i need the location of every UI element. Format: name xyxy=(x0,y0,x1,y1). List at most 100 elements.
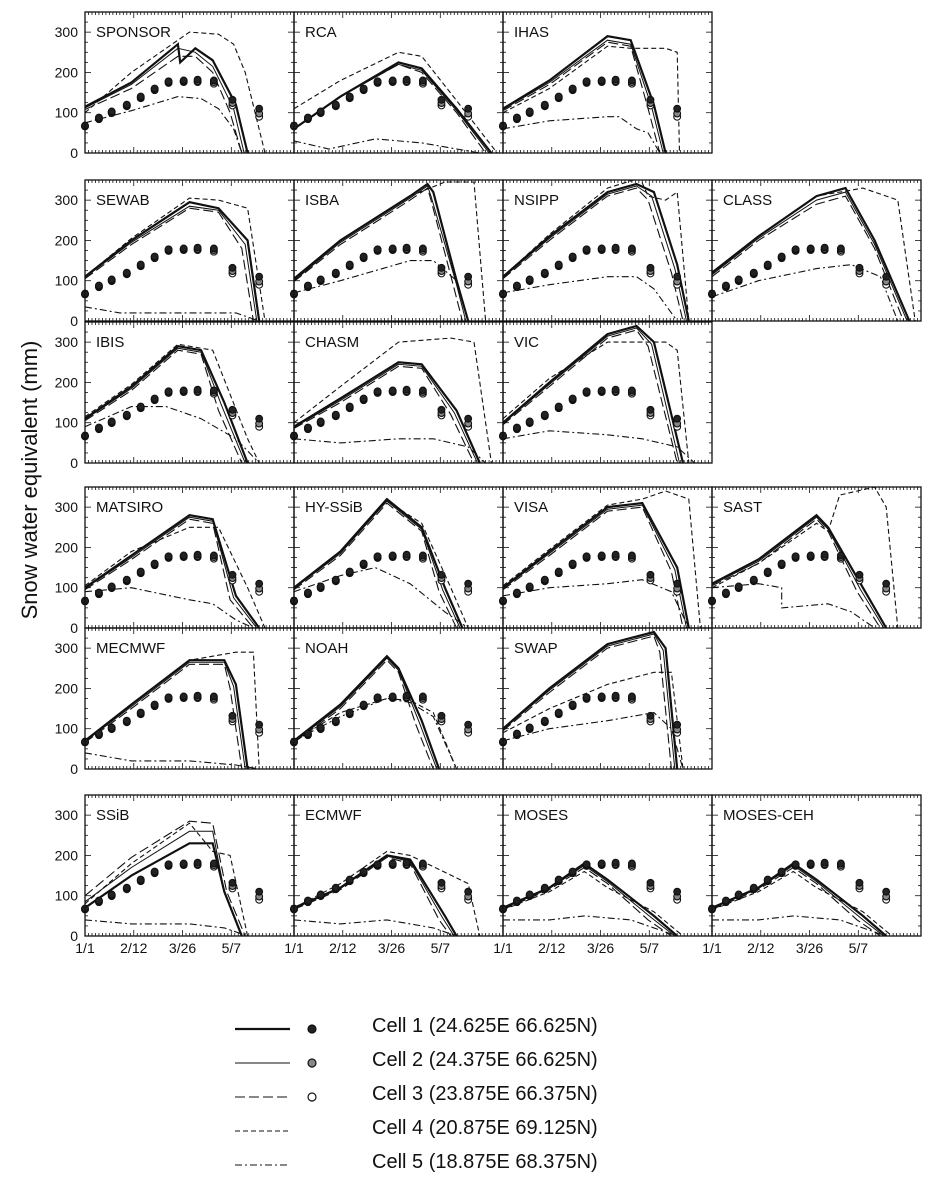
obs-point-cell1 xyxy=(791,245,800,254)
obs-point-cell1 xyxy=(646,263,655,272)
legend-swatch xyxy=(235,1024,317,1034)
series-line-cell1 xyxy=(294,654,441,769)
obs-point-cell1 xyxy=(597,551,606,560)
obs-point-cell1 xyxy=(540,410,549,419)
legend-label: Cell 4 (20.875E 69.125N) xyxy=(372,1117,598,1139)
obs-point-cell1 xyxy=(209,386,218,395)
series-line-cell4 xyxy=(294,337,492,463)
series-line-cell1 xyxy=(503,501,690,628)
y-tick-label: 200 xyxy=(55,847,79,863)
series-line-cell1 xyxy=(712,513,888,628)
panel-lines xyxy=(503,180,690,321)
x-tick-label: 1/1 xyxy=(284,940,304,956)
series-line-cell5 xyxy=(85,752,260,769)
obs-point-cell1 xyxy=(209,551,218,560)
obs-point-cell1 xyxy=(721,588,730,597)
y-tick-label: 200 xyxy=(55,232,79,248)
obs-point-cell1 xyxy=(611,550,620,559)
panel-lines xyxy=(503,490,701,628)
series-line-cell1 xyxy=(503,630,679,769)
y-tick-label: 100 xyxy=(55,105,79,121)
panel-title: VIC xyxy=(514,334,539,351)
x-tick-label: 3/26 xyxy=(378,940,405,956)
series-line-cell1 xyxy=(85,659,249,769)
series-line-cell3 xyxy=(85,663,243,769)
obs-point-cell1 xyxy=(164,693,173,702)
panel-observations xyxy=(708,550,891,606)
obs-point-cell1 xyxy=(554,92,563,101)
obs-point-cell1 xyxy=(568,867,577,876)
obs-point-cell1 xyxy=(646,570,655,579)
obs-point-cell1 xyxy=(855,263,864,272)
obs-point-cell1 xyxy=(627,692,636,701)
obs-point-cell1 xyxy=(94,729,103,738)
obs-point-cell1 xyxy=(437,878,446,887)
obs-point-cell1 xyxy=(373,693,382,702)
obs-point-cell1 xyxy=(122,716,131,725)
obs-point-cell1 xyxy=(228,711,237,720)
panel-lines xyxy=(85,31,266,153)
obs-point-cell1 xyxy=(597,386,606,395)
series-line-cell2 xyxy=(294,855,455,936)
legend-item-cell1: Cell 1 (24.625E 66.625N) xyxy=(230,1012,690,1046)
legend-label: Cell 3 (23.875E 66.375N) xyxy=(372,1083,598,1105)
series-line-cell5 xyxy=(503,116,661,153)
obs-point-cell1 xyxy=(331,268,340,277)
obs-point-cell1 xyxy=(345,92,354,101)
obs-point-cell1 xyxy=(373,860,382,869)
obs-point-cell1 xyxy=(437,405,446,414)
obs-point-cell1 xyxy=(345,708,354,717)
panel-lines xyxy=(85,820,249,936)
obs-point-cell1 xyxy=(359,700,368,709)
panel-title: MOSES-CEH xyxy=(723,807,814,824)
obs-point-cell1 xyxy=(525,275,534,284)
panel-observations xyxy=(290,858,473,914)
obs-point-cell1 xyxy=(512,423,521,432)
obs-point-cell1 xyxy=(464,720,473,729)
x-tick-label: 5/7 xyxy=(849,940,869,956)
obs-point-cell1 xyxy=(388,244,397,253)
obs-point-cell1 xyxy=(209,692,218,701)
series-line-cell5 xyxy=(503,915,678,936)
obs-point-cell1 xyxy=(373,245,382,254)
panel-observations xyxy=(499,858,682,914)
obs-point-cell1 xyxy=(303,729,312,738)
series-line-cell5 xyxy=(503,579,690,628)
series-line-cell5 xyxy=(294,260,469,321)
panel-ticks xyxy=(293,11,504,154)
panel-sast: SAST xyxy=(708,486,922,629)
panel-title: CHASM xyxy=(305,334,359,351)
legend-label: Cell 1 (24.625E 66.625N) xyxy=(372,1015,598,1037)
obs-point-cell1 xyxy=(525,723,534,732)
obs-point-cell1 xyxy=(316,107,325,116)
obs-point-cell1 xyxy=(122,100,131,109)
series-line-cell3 xyxy=(85,349,243,463)
x-tick-label: 3/26 xyxy=(169,940,196,956)
series-line-cell5 xyxy=(294,438,486,463)
panel-nsipp: NSIPP xyxy=(499,179,713,322)
obs-point-cell1 xyxy=(359,867,368,876)
obs-point-cell1 xyxy=(673,272,682,281)
obs-point-cell1 xyxy=(627,386,636,395)
panel-observations xyxy=(290,243,473,299)
obs-point-cell1 xyxy=(359,559,368,568)
obs-point-cell1 xyxy=(418,76,427,85)
series-line-cell4 xyxy=(503,671,684,769)
series-line-cell1 xyxy=(85,201,261,321)
series-line-cell4 xyxy=(294,181,487,321)
y-tick-label: 200 xyxy=(55,539,79,555)
series-line-cell1 xyxy=(503,35,667,153)
y-tick-label: 0 xyxy=(70,455,78,471)
series-line-cell2 xyxy=(85,830,243,936)
legend-item-cell2: Cell 2 (24.375E 66.625N) xyxy=(230,1046,690,1080)
series-line-cell3 xyxy=(503,187,684,321)
obs-point-cell1 xyxy=(646,878,655,887)
obs-point-cell1 xyxy=(164,245,173,254)
obs-point-cell1 xyxy=(611,691,620,700)
series-line-cell5 xyxy=(712,915,887,936)
obs-point-cell1 xyxy=(373,387,382,396)
x-tick-label: 5/7 xyxy=(222,940,242,956)
obs-point-cell1 xyxy=(464,579,473,588)
obs-point-cell1 xyxy=(512,896,521,905)
series-line-cell5 xyxy=(294,919,457,936)
